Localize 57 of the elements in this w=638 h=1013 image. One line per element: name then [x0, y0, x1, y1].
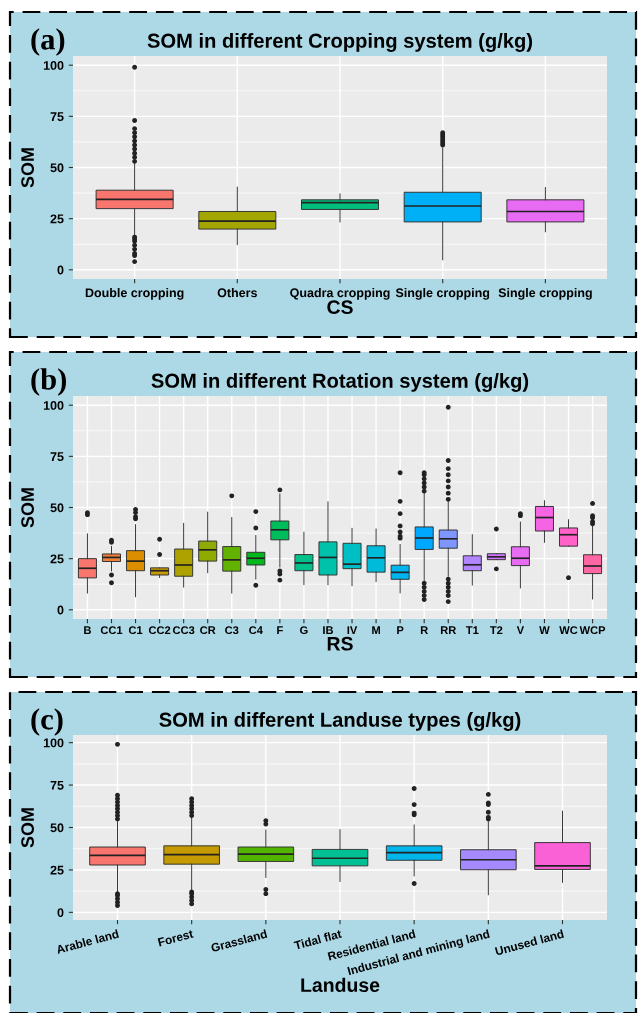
x-tick-label: W — [539, 626, 550, 634]
x-tick-label: T1 — [465, 626, 479, 634]
chart-title: SOM in different Cropping system (g/kg) — [147, 33, 533, 52]
y-tick-label: 25 — [50, 865, 64, 875]
x-tick-label: Forest — [157, 929, 194, 947]
x-tick-label: CC2 — [148, 626, 171, 635]
y-tick-label: 75 — [50, 452, 64, 462]
x-axis-title: Landuse — [301, 977, 380, 993]
y-tick-label: 0 — [57, 265, 64, 275]
x-tick-label: Double cropping — [85, 288, 184, 300]
y-tick-label: 0 — [57, 605, 64, 615]
x-axis-title: CS — [327, 300, 353, 315]
text: (a) — [31, 28, 65, 56]
y-tick-label: 75 — [50, 781, 64, 790]
y-tick-label: 100 — [43, 61, 64, 70]
y-tick-label: 25 — [50, 554, 64, 564]
x-tick-label: Single cropping — [395, 288, 490, 300]
chart-title: SOM in different Rotation system (g/kg) — [151, 373, 529, 392]
x-tick-label: C3 — [225, 626, 239, 635]
x-tick-label: WC — [559, 626, 578, 635]
y-tick-label: 50 — [50, 163, 64, 173]
x-tick-label: B — [84, 626, 91, 634]
x-tick-label: RR — [440, 626, 457, 634]
chart-title: SOM in different Landuse types (g/kg) — [159, 712, 521, 731]
x-axis-title: RS — [327, 636, 353, 651]
x-tick-label: IV — [347, 626, 358, 634]
text: (c) — [31, 708, 63, 736]
y-axis-title: SOM — [21, 148, 34, 188]
x-tick-label: CC3 — [172, 626, 195, 635]
x-tick-label: Others — [217, 288, 257, 298]
x-tick-label: P — [397, 626, 404, 634]
y-tick-label: 100 — [43, 401, 64, 410]
x-tick-label: Single cropping — [498, 288, 592, 300]
x-tick-label: WCP — [579, 626, 606, 635]
x-tick-label: R — [420, 626, 428, 634]
x-tick-label: C1 — [128, 626, 143, 635]
x-tick-label: Arable land — [55, 929, 119, 954]
x-tick-label: T2 — [489, 626, 503, 634]
x-tick-label: Unused land — [494, 929, 564, 956]
text: (b) — [31, 368, 66, 396]
x-tick-label: C4 — [249, 626, 263, 635]
x-tick-label: IB — [323, 626, 334, 634]
x-tick-label: Quadra cropping — [290, 288, 390, 300]
x-tick-label: F — [277, 626, 283, 634]
x-tick-label: G — [300, 626, 308, 635]
y-tick-label: 50 — [50, 823, 64, 833]
y-tick-label: 100 — [43, 738, 64, 748]
y-tick-label: 0 — [57, 908, 64, 918]
y-axis-title: SOM — [21, 808, 34, 848]
y-axis-title: SOM — [21, 488, 34, 528]
y-tick-label: 50 — [50, 503, 64, 513]
y-tick-label: 75 — [50, 112, 64, 122]
x-tick-label: CC1 — [100, 626, 123, 635]
y-tick-label: 25 — [50, 214, 64, 224]
x-tick-label: M — [372, 626, 380, 634]
x-tick-label: V — [516, 626, 525, 634]
x-tick-label: CR — [200, 626, 216, 635]
